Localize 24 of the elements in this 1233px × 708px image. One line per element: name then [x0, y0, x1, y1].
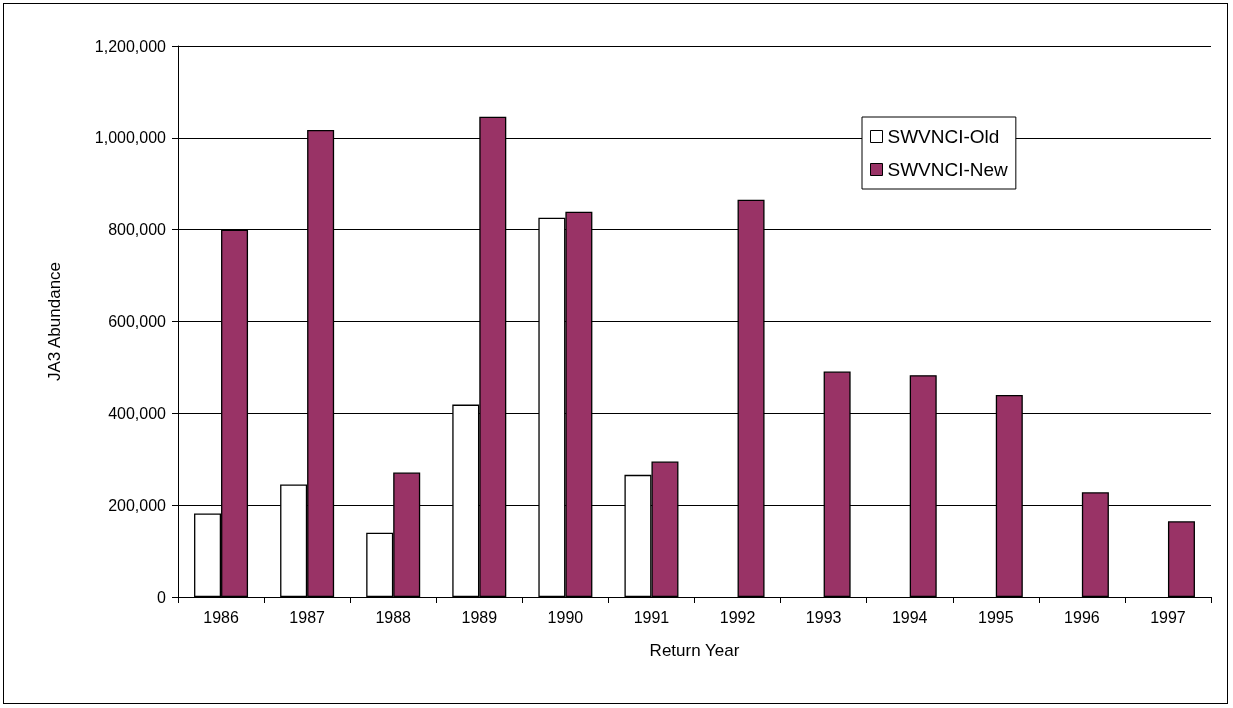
x-tick-label: 1996 — [1064, 608, 1100, 626]
y-tick-label: 1,200,000 — [94, 37, 167, 55]
y-tick-label: 600,000 — [108, 313, 167, 330]
x-axis-title: Return Year — [649, 641, 740, 660]
x-tick-label: 1989 — [461, 608, 498, 626]
y-tick-label: 0 — [157, 588, 167, 606]
x-tick-label: 1988 — [375, 608, 412, 626]
bar — [1167, 521, 1195, 597]
x-tick-label: 1995 — [977, 608, 1014, 626]
x-tick-label: 1993 — [805, 608, 842, 626]
y-tick-label: 400,000 — [108, 404, 167, 422]
legend-label: SWVNCI-New — [887, 159, 1009, 180]
y-axis-title: JA3 Abundance — [45, 261, 64, 382]
x-tick-label: 1994 — [891, 608, 928, 626]
y-tick-label: 800,000 — [108, 221, 167, 239]
x-tick-label: 1992 — [719, 608, 756, 626]
legend-label: SWVNCI-Old — [887, 126, 1000, 147]
x-tick-label: 1990 — [547, 608, 584, 626]
x-tick-label: 1986 — [203, 608, 239, 626]
x-tick-label: 1991 — [633, 608, 670, 626]
x-tick-label: 1987 — [289, 608, 326, 626]
y-tick-label: 1,000,000 — [94, 129, 167, 147]
y-tick-label: 200,000 — [108, 496, 167, 514]
x-tick-label: 1997 — [1150, 608, 1186, 626]
